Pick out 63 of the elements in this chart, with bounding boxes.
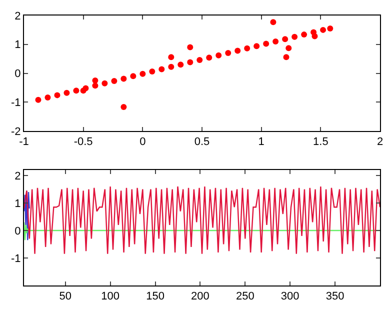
point xyxy=(35,96,42,103)
x-tick-label: 1 xyxy=(258,136,264,148)
point xyxy=(196,56,203,63)
point xyxy=(206,54,212,61)
point xyxy=(54,92,60,98)
y-tick-label: 2 xyxy=(14,10,21,22)
x-tick-label: 300 xyxy=(280,290,300,303)
point xyxy=(312,33,318,40)
point xyxy=(187,59,194,66)
x-tick-label: 2 xyxy=(376,136,384,148)
y-tick-label: -1 xyxy=(11,252,21,265)
point xyxy=(263,40,270,47)
y-tick-label: -1 xyxy=(11,96,21,109)
x-tick-label: 100 xyxy=(101,290,120,303)
point xyxy=(283,54,290,60)
point xyxy=(320,26,326,33)
point xyxy=(120,104,127,110)
x-tick-label: 50 xyxy=(59,290,72,303)
x-tick-label: 0 xyxy=(140,136,146,148)
point xyxy=(178,62,184,68)
point xyxy=(270,19,276,26)
point xyxy=(158,66,165,72)
y-tick-label: 2 xyxy=(14,170,21,182)
x-tick-label: 0.5 xyxy=(194,136,210,148)
point xyxy=(92,82,98,89)
y-tick-label: 1 xyxy=(14,39,21,52)
point xyxy=(92,77,98,84)
point xyxy=(149,68,156,75)
point xyxy=(130,73,136,80)
line-series xyxy=(24,186,380,254)
y-tick-label: -2 xyxy=(11,126,21,138)
point xyxy=(64,90,70,96)
point xyxy=(327,25,334,32)
point xyxy=(216,52,222,58)
x-tick-label: 250 xyxy=(236,290,254,303)
point xyxy=(244,45,250,52)
point xyxy=(44,94,51,101)
point xyxy=(254,43,260,50)
x-tick-label: 350 xyxy=(326,290,344,303)
point xyxy=(73,88,80,94)
point xyxy=(286,45,292,52)
y-tick-label: 0 xyxy=(14,68,21,80)
point xyxy=(234,48,241,54)
point xyxy=(111,78,118,84)
y-tick-label: 0 xyxy=(14,225,21,238)
point xyxy=(282,36,288,42)
point xyxy=(292,34,298,40)
point xyxy=(102,80,108,86)
point xyxy=(168,64,174,70)
x-tick-label: 150 xyxy=(146,290,164,303)
point xyxy=(187,44,194,50)
point xyxy=(140,70,146,77)
point xyxy=(168,54,174,60)
y-tick-label: 1 xyxy=(14,198,21,210)
point xyxy=(120,76,127,82)
x-tick-label: 1.5 xyxy=(313,136,328,148)
line-series xyxy=(24,190,30,241)
point xyxy=(301,32,308,38)
x-tick-label: -0.5 xyxy=(74,136,93,148)
x-tick-label: 200 xyxy=(191,290,210,303)
point xyxy=(225,50,232,56)
point xyxy=(272,38,279,44)
point xyxy=(80,88,86,94)
